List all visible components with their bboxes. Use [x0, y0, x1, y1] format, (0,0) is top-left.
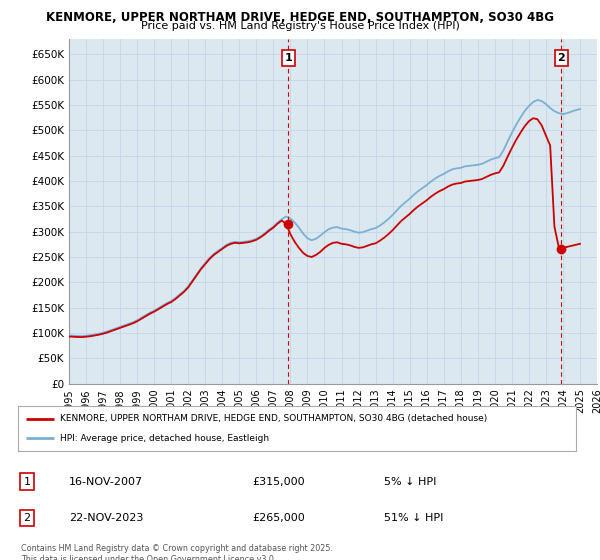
Text: 22-NOV-2023: 22-NOV-2023: [69, 513, 143, 523]
Text: 16-NOV-2007: 16-NOV-2007: [69, 477, 143, 487]
Text: 1: 1: [23, 477, 31, 487]
Text: KENMORE, UPPER NORTHAM DRIVE, HEDGE END, SOUTHAMPTON, SO30 4BG (detached house): KENMORE, UPPER NORTHAM DRIVE, HEDGE END,…: [60, 414, 487, 423]
Text: Price paid vs. HM Land Registry's House Price Index (HPI): Price paid vs. HM Land Registry's House …: [140, 21, 460, 31]
Text: 51% ↓ HPI: 51% ↓ HPI: [384, 513, 443, 523]
Text: 2: 2: [557, 53, 565, 63]
Text: HPI: Average price, detached house, Eastleigh: HPI: Average price, detached house, East…: [60, 434, 269, 443]
Text: Contains HM Land Registry data © Crown copyright and database right 2025.
This d: Contains HM Land Registry data © Crown c…: [21, 544, 333, 560]
Text: £315,000: £315,000: [252, 477, 305, 487]
Text: KENMORE, UPPER NORTHAM DRIVE, HEDGE END, SOUTHAMPTON, SO30 4BG: KENMORE, UPPER NORTHAM DRIVE, HEDGE END,…: [46, 11, 554, 24]
Text: 1: 1: [284, 53, 292, 63]
Text: 5% ↓ HPI: 5% ↓ HPI: [384, 477, 436, 487]
Text: 2: 2: [23, 513, 31, 523]
Text: £265,000: £265,000: [252, 513, 305, 523]
